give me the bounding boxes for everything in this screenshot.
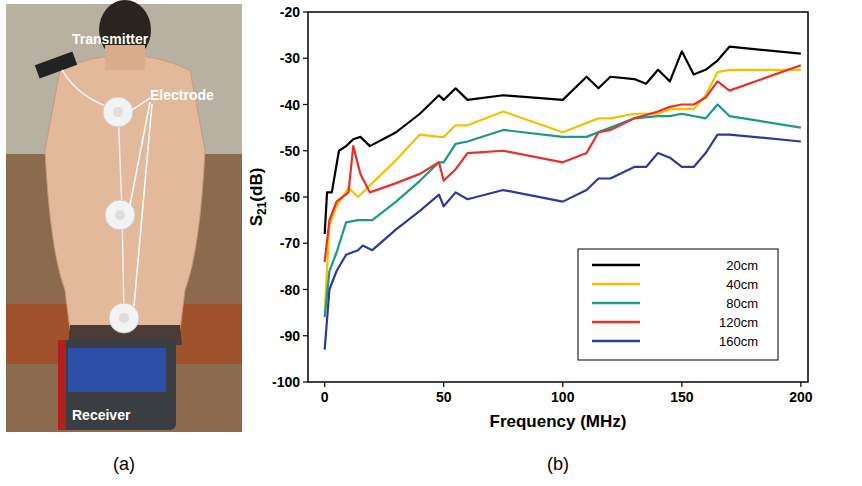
- x-tick-label: 200: [789, 389, 813, 405]
- y-tick-label: -30: [280, 50, 300, 66]
- photo-receiver-screen: [68, 348, 166, 392]
- legend-swatch: [592, 283, 640, 286]
- series-line: [325, 65, 801, 262]
- legend-swatch: [592, 264, 640, 267]
- x-tick-label: 50: [436, 389, 452, 405]
- photo-receiver: [58, 340, 176, 430]
- photo-label: Transmitter: [72, 31, 149, 47]
- photo-label: Receiver: [72, 407, 131, 423]
- y-tick-label: -70: [280, 235, 300, 251]
- series-line: [325, 47, 801, 234]
- series-line: [325, 135, 801, 350]
- photo: Transmitter Electrode Receiver: [6, 0, 242, 432]
- photo-transmitter: [35, 52, 77, 79]
- y-tick-label: -40: [280, 97, 300, 113]
- legend-label: 80cm: [726, 296, 758, 311]
- legend-label: 120cm: [719, 315, 758, 330]
- legend-swatch: [592, 340, 640, 343]
- photo-electrode: [109, 303, 139, 333]
- legend-label: 20cm: [726, 258, 758, 273]
- y-tick-label: -100: [272, 374, 300, 390]
- plot-lines: [325, 47, 801, 350]
- x-axis-title: Frequency (MHz): [490, 412, 627, 431]
- photo-label: Electrode: [150, 87, 214, 103]
- x-tick-label: 0: [321, 389, 329, 405]
- y-tick-label: -20: [280, 4, 300, 20]
- panel-label: (b): [547, 454, 569, 474]
- y-tick-label: -80: [280, 282, 300, 298]
- series-line: [325, 70, 801, 313]
- photo-arrow: [130, 98, 152, 306]
- legend-box: [578, 249, 778, 360]
- y-axis-title: S21(dB): [247, 168, 269, 227]
- photo-electrode-center: [113, 107, 123, 117]
- legend-label: 160cm: [719, 334, 758, 349]
- y-tick-label: -50: [280, 143, 300, 159]
- photo-electrode: [103, 97, 133, 127]
- photo-receiver-edge: [58, 340, 66, 430]
- plot-frame: [308, 12, 808, 382]
- x-tick-label: 150: [670, 389, 694, 405]
- panel-label: (a): [113, 454, 135, 474]
- legend: 20cm 40cm 80cm 120cm 160cm: [578, 249, 778, 360]
- photo-background: [6, 4, 242, 432]
- y-tick-label: -60: [280, 189, 300, 205]
- x-tick-label: 100: [551, 389, 575, 405]
- photo-electrode-center: [119, 313, 129, 323]
- y-tick-label: -90: [280, 328, 300, 344]
- photo-neck: [105, 45, 145, 70]
- series-line: [325, 105, 801, 318]
- legend-swatch: [592, 321, 640, 324]
- figure: Transmitter Electrode Receiver (a) 0 50 100 150…: [0, 0, 862, 486]
- legend-label: 40cm: [726, 277, 758, 292]
- legend-swatch: [592, 302, 640, 305]
- photo-electrode-center: [115, 210, 125, 220]
